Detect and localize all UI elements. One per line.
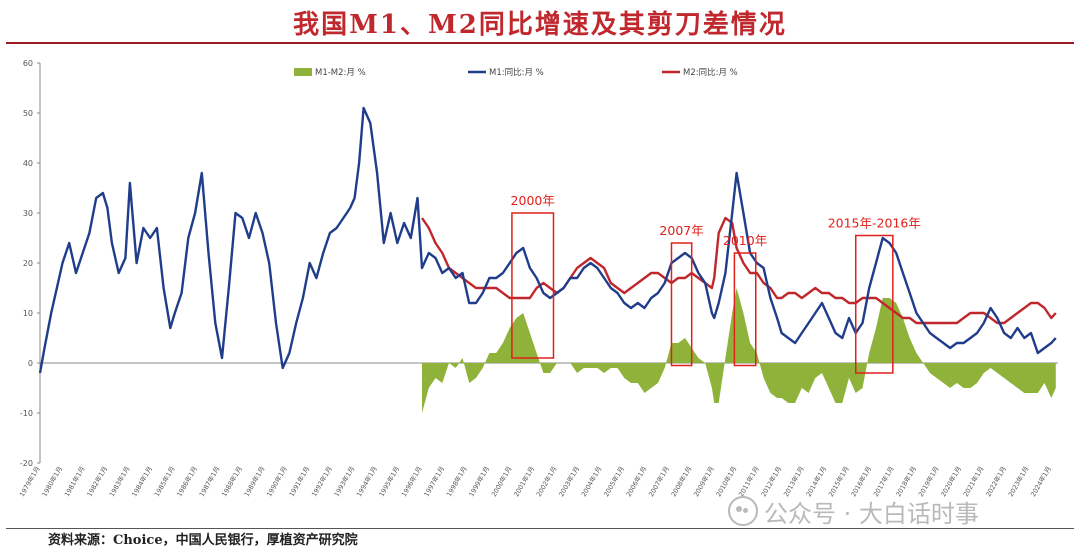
x-tick-label: 2004年1月: [579, 465, 604, 499]
annotation-layer: 2000年 2007年 2010年 2015年-2016年: [511, 193, 921, 374]
annotation-label: 2015年-2016年: [828, 216, 921, 231]
page-title: 我国M1、M2同比增速及其剪刀差情况: [293, 10, 787, 40]
annotation-box: [511, 212, 555, 359]
x-tick-label: 2002年1月: [534, 465, 559, 499]
y-tick-label: 50: [23, 109, 33, 118]
source-note: 资料来源：Choice，中国人民银行，厚植资产研究院: [48, 533, 358, 548]
y-tick-label: 10: [23, 309, 33, 318]
footer-divider: [6, 528, 1074, 529]
annotation-label: 2010年: [723, 233, 767, 248]
wechat-icon: [728, 496, 758, 526]
x-tick-label: 1985年1月: [152, 465, 177, 499]
chart-legend: M1-M2:月 % M1:同比:月 % M2:同比:月 %: [294, 67, 738, 78]
x-tick-label: 1989年1月: [242, 465, 267, 499]
x-tick-label: 1984年1月: [129, 465, 154, 499]
x-tick-label: 1996年1月: [399, 465, 424, 499]
m2-line-layer: [421, 216, 1057, 325]
annotation-box: [854, 234, 894, 374]
x-tick-label: 1995年1月: [377, 465, 402, 499]
x-tick-label: 1981年1月: [62, 465, 87, 499]
annotation-label: 2000年: [511, 193, 555, 208]
x-tick-label: 2024年1月: [1028, 465, 1053, 499]
y-tick-label: -10: [20, 409, 33, 418]
legend-label: M1-M2:月 %: [315, 68, 366, 78]
x-tick-label: 2022年1月: [983, 465, 1008, 499]
annotation-label: 2007年: [659, 223, 703, 238]
annotation-box: [733, 252, 757, 367]
x-tick-label: 1994年1月: [354, 465, 379, 499]
y-tick-label: -20: [20, 459, 33, 468]
title-divider: [6, 42, 1074, 44]
y-tick-label: 0: [28, 359, 33, 368]
m1-line-layer: [38, 106, 1057, 374]
y-tick-label: 20: [23, 259, 33, 268]
x-tick-label: 1991年1月: [287, 465, 312, 499]
x-tick-label: 1979年1月: [17, 465, 42, 499]
y-tick-label: 60: [23, 59, 33, 68]
legend-swatch-gap: [294, 68, 312, 76]
watermark-text: 公众号 · 大白话时事: [764, 500, 979, 528]
y-tick-label: 40: [23, 159, 33, 168]
gap-area-layer: [422, 288, 1056, 413]
x-tick-label: 1983年1月: [107, 465, 132, 499]
annotation-box: [670, 242, 693, 367]
x-tick-label: 2023年1月: [1006, 465, 1031, 499]
legend-label: M1:同比:月 %: [489, 67, 544, 78]
x-tick-label: 1997年1月: [422, 465, 447, 499]
x-tick-label: 1993年1月: [332, 465, 357, 499]
x-tick-label: 2005年1月: [601, 465, 626, 499]
x-tick-label: 2000年1月: [489, 465, 514, 499]
x-tick-label: 1986年1月: [174, 465, 199, 499]
x-tick-label: 2007年1月: [646, 465, 671, 499]
x-tick-label: 1980年1月: [40, 465, 65, 499]
x-tick-label: 2006年1月: [624, 465, 649, 499]
x-tick-label: 2001年1月: [511, 465, 536, 499]
m2-line: [421, 216, 1057, 325]
legend-label: M2:同比:月 %: [683, 67, 738, 78]
x-tick-label: 1990年1月: [264, 465, 289, 499]
x-tick-label: 1982年1月: [85, 465, 110, 499]
x-tick-label: 2008年1月: [669, 465, 694, 499]
m1-line: [38, 106, 1057, 374]
x-tick-label: 1988年1月: [219, 465, 244, 499]
x-tick-label: 1998年1月: [444, 465, 469, 499]
x-tick-label: 2009年1月: [691, 465, 716, 499]
gap-area: [422, 288, 1056, 413]
x-tick-label: 1999年1月: [467, 465, 492, 499]
watermark: 公众号 · 大白话时事: [728, 494, 979, 529]
y-tick-label: 30: [23, 209, 33, 218]
x-tick-label: 1987年1月: [197, 465, 222, 499]
x-tick-label: 1992年1月: [309, 465, 334, 499]
x-tick-label: 2003年1月: [556, 465, 581, 499]
